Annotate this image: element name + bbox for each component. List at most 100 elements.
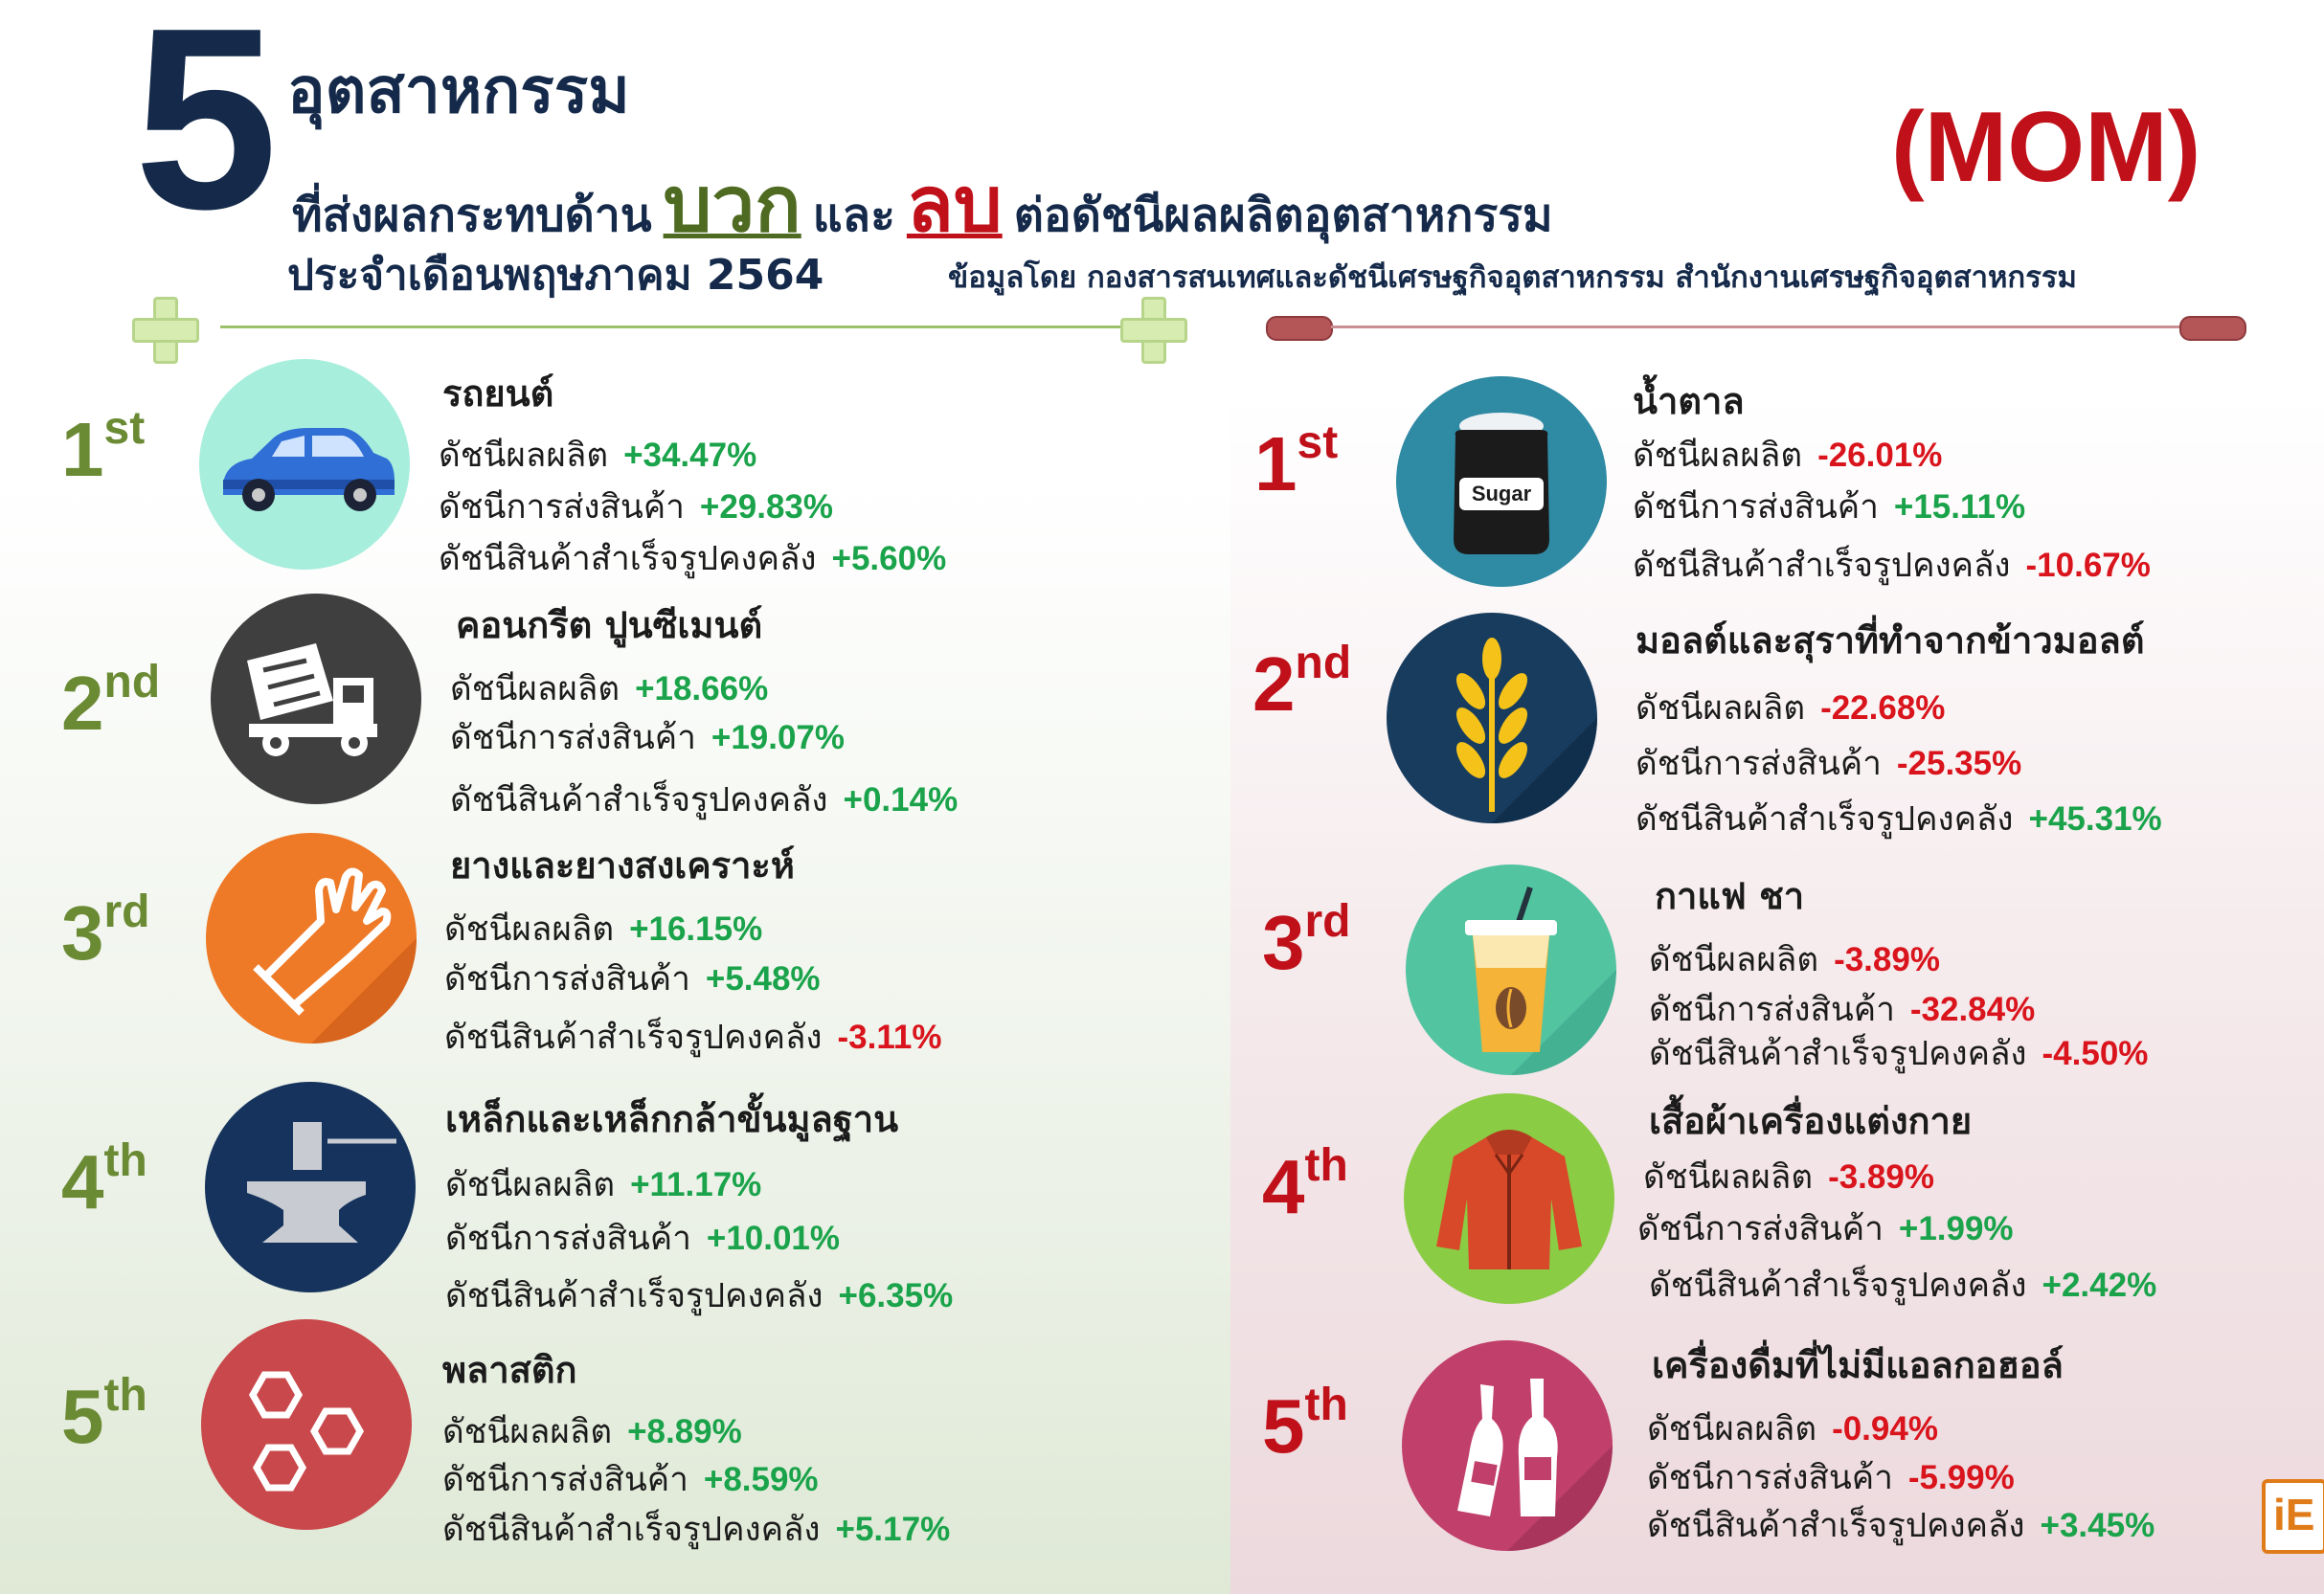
minus-icon: [1266, 316, 1333, 341]
metric-label: ดัชนีการส่งสินค้า: [442, 1461, 688, 1499]
metric-value: +5.60%: [831, 540, 947, 577]
metric-label: ดัชนีสินค้าสำเร็จรูปคงคลัง: [1633, 547, 2011, 585]
metric-label: ดัชนีการส่งสินค้า: [439, 488, 685, 527]
metric-value: -3.11%: [837, 1019, 942, 1056]
rubber-glove-icon: [206, 833, 417, 1044]
metric-label: ดัชนีผลผลิต: [450, 670, 620, 708]
metric-value: +8.89%: [627, 1413, 742, 1450]
production-index: ดัชนีผลผลิต +18.66%: [450, 662, 768, 715]
inventory-index: ดัชนีสินค้าสำเร็จรูปคงคลัง +2.42%: [1649, 1259, 2156, 1312]
shipment-index: ดัชนีการส่งสินค้า +5.48%: [444, 953, 821, 1005]
metric-label: ดัชนีผลผลิต: [1636, 689, 1806, 728]
rank-badge: 3rd: [61, 887, 150, 976]
metric-label: ดัชนีผลผลิต: [1647, 1410, 1817, 1448]
metric-label: ดัชนีสินค้าสำเร็จรูปคงคลัง: [450, 781, 828, 819]
cement-truck-icon: [211, 594, 421, 804]
metric-label: ดัชนีผลผลิต: [439, 437, 609, 475]
sugar-jar-icon: Sugar: [1396, 376, 1607, 587]
metric-value: +45.31%: [2028, 800, 2162, 838]
metric-label: ดัชนีสินค้าสำเร็จรูปคงคลัง: [444, 1019, 823, 1057]
metric-label: ดัชนีผลผลิต: [445, 1166, 616, 1204]
industry-name: เสื้อผ้าเครื่องแต่งกาย: [1649, 1100, 1973, 1142]
title-line-2-post: ต่อดัชนีผลผลิตอุตสาหกรรม: [1013, 189, 1553, 242]
metric-label: ดัชนีการส่งสินค้า: [1649, 991, 1895, 1029]
hexagon-molecule-icon: [201, 1319, 412, 1530]
big-number: 5: [134, 0, 279, 263]
metric-label: ดัชนีสินค้าสำเร็จรูปคงคลัง: [442, 1511, 821, 1549]
metric-value: +8.59%: [703, 1461, 819, 1498]
metric-label: ดัชนีสินค้าสำเร็จรูปคงคลัง: [445, 1277, 824, 1315]
metric-label: ดัชนีการส่งสินค้า: [450, 719, 696, 757]
metric-label: ดัชนีผลผลิต: [1649, 941, 1819, 979]
rank-badge: 5th: [1262, 1380, 1348, 1469]
production-index: ดัชนีผลผลิต +11.17%: [445, 1158, 761, 1211]
metric-label: ดัชนีการส่งสินค้า: [1637, 1210, 1884, 1248]
metric-value: +2.42%: [2042, 1267, 2157, 1304]
shipment-index: ดัชนีการส่งสินค้า +1.99%: [1637, 1202, 2014, 1255]
rank-badge: 3rd: [1262, 896, 1351, 985]
metric-value: -26.01%: [1817, 437, 1943, 474]
industry-name: น้ำตาล: [1633, 380, 1745, 422]
metric-label: ดัชนีผลผลิต: [442, 1413, 613, 1451]
inventory-index: ดัชนีสินค้าสำเร็จรูปคงคลัง -3.11%: [444, 1011, 942, 1064]
anvil-icon: [205, 1082, 416, 1292]
production-index: ดัชนีผลผลิต -0.94%: [1647, 1403, 1938, 1455]
production-index: ดัชนีผลผลิต -3.89%: [1649, 933, 1940, 986]
metric-value: -25.35%: [1896, 745, 2022, 782]
negative-divider: [1331, 326, 2193, 328]
industry-name: กาแฟ ชา: [1655, 875, 1805, 917]
production-index: ดัชนีผลผลิต -22.68%: [1636, 682, 1945, 734]
metric-value: -4.50%: [2042, 1035, 2149, 1072]
metric-label: ดัชนีสินค้าสำเร็จรูปคงคลัง: [1649, 1267, 2027, 1305]
metric-value: +3.45%: [2040, 1507, 2155, 1544]
shipment-index: ดัชนีการส่งสินค้า +19.07%: [450, 711, 845, 764]
rank-badge: 1st: [1254, 417, 1339, 506]
metric-label: ดัชนีการส่งสินค้า: [444, 960, 690, 999]
metric-value: -32.84%: [1909, 991, 2036, 1028]
metric-value: -3.89%: [1834, 941, 1940, 978]
metric-label: ดัชนีการส่งสินค้า: [1633, 488, 1879, 527]
metric-value: +11.17%: [630, 1166, 762, 1203]
oie-logo: iE: [2262, 1479, 2324, 1554]
positive-word: บวก: [663, 160, 801, 249]
industry-name: คอนกรีต ปูนซีเมนต์: [456, 604, 763, 646]
minus-icon: [2179, 316, 2246, 341]
wheat-icon: [1387, 613, 1597, 823]
metric-value: +1.99%: [1898, 1210, 2014, 1247]
production-index: ดัชนีผลผลิต +34.47%: [439, 429, 756, 482]
metric-value: +34.47%: [623, 437, 757, 474]
metric-value: +15.11%: [1893, 488, 2026, 526]
inventory-index: ดัชนีสินค้าสำเร็จรูปคงคลัง -10.67%: [1633, 539, 2151, 592]
metric-value: +5.17%: [835, 1511, 951, 1548]
metric-label: ดัชนีสินค้าสำเร็จรูปคงคลัง: [1649, 1035, 2027, 1073]
title-line-2: ที่ส่งผลกระทบด้าน บวก และ ลบ ต่อดัชนีผลผลิตอ…: [292, 144, 1553, 265]
metric-label: ดัชนีการส่งสินค้า: [1647, 1459, 1893, 1497]
bottles-icon: [1402, 1340, 1613, 1551]
coffee-cup-icon: [1406, 864, 1616, 1075]
industry-name: ยางและยางสงเคราะห์: [450, 844, 795, 887]
metric-value: -0.94%: [1832, 1410, 1938, 1448]
production-index: ดัชนีผลผลิต +16.15%: [444, 903, 762, 955]
metric-label: ดัชนีการส่งสินค้า: [1636, 745, 1882, 783]
production-index: ดัชนีผลผลิต +8.89%: [442, 1405, 742, 1458]
metric-value: -5.99%: [1907, 1459, 2015, 1496]
metric-value: +19.07%: [711, 719, 846, 756]
positive-panel-background: [0, 0, 1230, 1594]
industry-name: เครื่องดื่มที่ไม่มีแอลกอฮอล์: [1652, 1344, 2064, 1386]
source-credit: ข้อมูลโดย กองสารสนเทศและดัชนีเศรษฐกิจอุต…: [948, 260, 2077, 295]
rank-badge: 2nd: [1252, 638, 1352, 727]
car-icon: [199, 359, 410, 570]
metric-value: +16.15%: [629, 910, 763, 948]
negative-panel-background: [1230, 0, 2324, 1594]
inventory-index: ดัชนีสินค้าสำเร็จรูปคงคลัง -4.50%: [1649, 1027, 2148, 1080]
inventory-index: ดัชนีสินค้าสำเร็จรูปคงคลัง +0.14%: [450, 774, 958, 826]
metric-value: +0.14%: [843, 781, 959, 819]
inventory-index: ดัชนีสินค้าสำเร็จรูปคงคลัง +3.45%: [1647, 1499, 2155, 1552]
shipment-index: ดัชนีการส่งสินค้า +8.59%: [442, 1453, 819, 1506]
metric-label: ดัชนีผลผลิต: [1643, 1158, 1814, 1197]
rank-badge: 4th: [61, 1135, 147, 1224]
metric-label: ดัชนีสินค้าสำเร็จรูปคงคลัง: [439, 540, 817, 578]
metric-label: ดัชนีการส่งสินค้า: [445, 1220, 691, 1258]
sugar-label: Sugar: [1472, 482, 1532, 505]
metric-value: +18.66%: [635, 670, 769, 707]
